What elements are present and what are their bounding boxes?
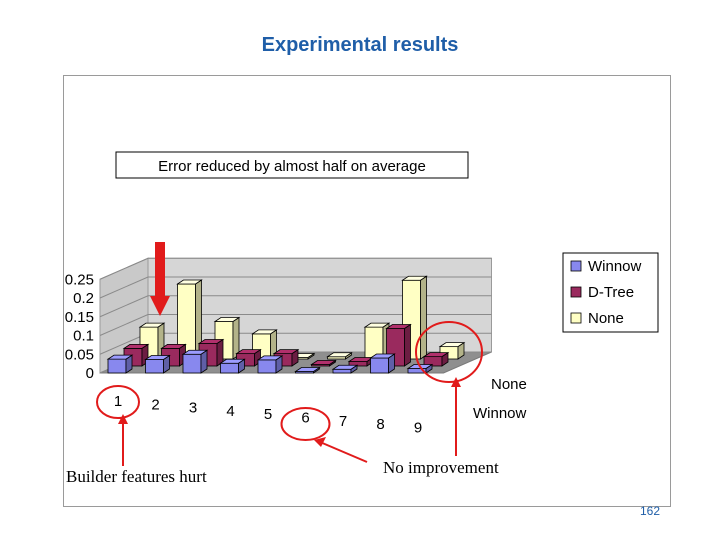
x-tick-label: 5: [264, 406, 272, 423]
x-tick-label: 3: [189, 400, 197, 417]
bar-top: [144, 355, 171, 360]
bar-face: [332, 368, 352, 374]
bar-dtree: [347, 356, 375, 367]
arrow-builder-head: [118, 414, 128, 424]
bar-winnow: [406, 363, 434, 374]
down-arrow-shaft: [155, 242, 165, 297]
bar-face: [370, 357, 389, 374]
bar-face: [182, 353, 202, 374]
legend-label: Winnow: [588, 258, 642, 275]
slide-title: Experimental results: [261, 34, 459, 56]
y-tick-label: 0.1: [73, 328, 94, 345]
bar-top: [138, 322, 166, 328]
bar-top: [331, 364, 359, 370]
bar-none: [176, 279, 203, 360]
legend-swatch: [570, 286, 582, 298]
bar-winnow: [144, 354, 171, 374]
bar-winnow: [331, 364, 359, 374]
bar-top: [251, 329, 278, 335]
bar-face: [257, 359, 277, 374]
bar-winnow: [256, 355, 284, 374]
gridline: [99, 257, 492, 280]
legend-swatch: [570, 312, 582, 324]
y-tick-label: 0.15: [65, 309, 94, 326]
bar-top: [213, 317, 241, 322]
bar-top: [235, 349, 262, 355]
bar-top: [256, 355, 284, 361]
bar-top: [294, 367, 321, 372]
bar-face: [145, 359, 164, 374]
bar-top: [401, 275, 428, 281]
x-tick-label: 7: [339, 413, 347, 430]
bar-top: [326, 352, 353, 358]
bar-top: [369, 353, 396, 359]
bar-winnow: [369, 353, 396, 374]
bar-top: [438, 342, 466, 348]
bar-top: [181, 349, 209, 355]
x-tick-label: 4: [226, 403, 234, 420]
bar-top: [385, 324, 412, 329]
bar-top: [197, 339, 225, 344]
bar-top: [219, 358, 246, 364]
x-tick-label: 2: [151, 396, 159, 413]
legend-label: None: [588, 310, 624, 327]
bar-top: [310, 360, 337, 365]
gridline: [99, 276, 492, 299]
x-tick-label: 6: [301, 410, 309, 427]
highlight-circle-1: [96, 385, 140, 419]
bar-top: [160, 343, 187, 349]
chart-legend: Winnow D-Tree None: [562, 252, 659, 333]
y-tick-label: 0.05: [65, 346, 94, 363]
bar-none: [326, 352, 353, 360]
y-tick-label: 0: [86, 365, 94, 382]
bar-side: [420, 275, 427, 360]
bar-winnow: [181, 349, 209, 374]
depth-label-none: None: [491, 376, 527, 393]
highlight-circle-no-improvement: [415, 321, 483, 383]
bar-top: [176, 279, 203, 285]
x-tick-label: 1: [114, 393, 122, 410]
y-tick-label: 0.25: [65, 271, 94, 288]
highlight-circle-6: [280, 407, 331, 441]
bar-dtree: [422, 351, 450, 367]
callout-box: [115, 151, 469, 179]
gridline: [99, 295, 492, 318]
bar-dtree: [310, 359, 337, 367]
legend-label: D-Tree: [588, 284, 634, 301]
bar-face: [107, 358, 127, 374]
x-tick-label: 8: [376, 416, 384, 433]
bar-top: [272, 349, 300, 355]
bar-winnow: [294, 366, 321, 374]
callout-text: Error reduced by almost half on average: [158, 158, 426, 175]
bar-dtree: [385, 323, 412, 367]
bar-top: [106, 354, 134, 360]
bar-top: [363, 322, 391, 328]
depth-label-winnow: Winnow: [473, 405, 527, 422]
bar-winnow: [219, 358, 246, 374]
bar-top: [422, 352, 450, 358]
arrow-noimprove-head: [451, 377, 461, 387]
page-number: 162: [639, 504, 660, 518]
bar-top: [122, 343, 150, 349]
bar-side: [404, 323, 411, 367]
arrow-six-line: [319, 441, 368, 463]
legend-swatch: [570, 260, 582, 272]
bar-face: [220, 362, 239, 374]
down-arrow-head: [150, 296, 170, 316]
no-improvement-note: No improvement: [383, 458, 499, 477]
x-tick-label: 9: [414, 419, 422, 436]
gridline: [99, 314, 492, 336]
bar-winnow: [106, 354, 134, 374]
arrow-six-head: [314, 437, 326, 447]
builder-features-note: Builder features hurt: [66, 467, 207, 486]
y-tick-label: 0.2: [73, 290, 94, 307]
